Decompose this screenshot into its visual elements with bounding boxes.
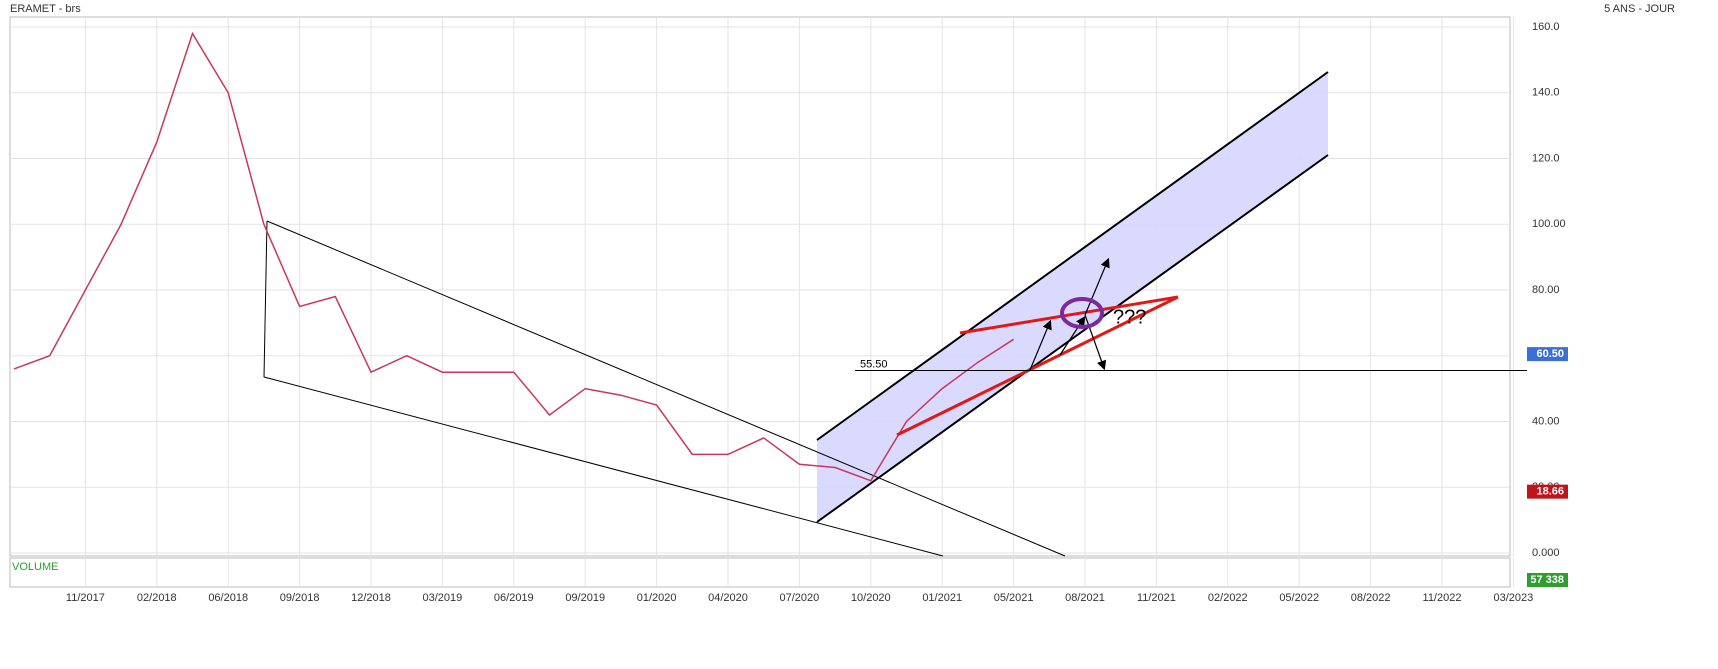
x-tick-label: 09/2018	[280, 592, 320, 604]
level-label: 55.50	[860, 358, 888, 370]
volume-badge-bg	[1527, 573, 1568, 587]
low-price-bg	[1527, 484, 1568, 499]
chart-title: ERAMET - brs	[10, 3, 81, 15]
trendline	[263, 376, 944, 557]
y-tick-label: 160.0	[1532, 21, 1560, 33]
last-price: 60.50	[1536, 348, 1564, 360]
y-tick-label: 140.0	[1532, 87, 1560, 99]
x-tick-label: 03/2023	[1494, 592, 1534, 604]
x-tick-label: 05/2021	[994, 592, 1034, 604]
grid	[10, 17, 1514, 587]
chart-subtitle: 5 ANS - JOUR	[1604, 3, 1675, 15]
trendline	[266, 220, 1066, 557]
x-tick-label: 06/2018	[208, 592, 248, 604]
volume-frame	[9, 557, 1511, 588]
x-tick-label: 08/2022	[1351, 592, 1391, 604]
series	[13, 31, 1015, 482]
channel-upper	[816, 71, 1329, 441]
x-tick-label: 01/2020	[637, 592, 677, 604]
x-tick-label: 03/2019	[423, 592, 463, 604]
channel-fill	[817, 72, 1328, 522]
plot-frame	[9, 16, 1511, 557]
x-tick-label: 10/2020	[851, 592, 891, 604]
triangle-upper	[959, 295, 1179, 335]
annotation: ???	[1113, 306, 1146, 328]
x-tick-label: 01/2021	[922, 592, 962, 604]
x-tick-label: 07/2020	[780, 592, 820, 604]
arrows	[1029, 257, 1110, 371]
y-tick-label: 0.000	[1532, 547, 1560, 559]
x-tick-label: 08/2021	[1065, 592, 1105, 604]
x-tick-label: 09/2019	[565, 592, 605, 604]
y-tick-label: 40.00	[1532, 415, 1560, 427]
x-tick-label: 11/2022	[1423, 592, 1462, 604]
x-tick-label: 02/2022	[1208, 592, 1248, 604]
x-tick-label: 11/2021	[1137, 592, 1176, 604]
x-tick-label: 12/2018	[351, 592, 391, 604]
triangle-lower	[896, 295, 1179, 437]
x-tick-label: 11/2017	[66, 592, 105, 604]
x-tick-label: 04/2020	[708, 592, 748, 604]
highlight-ellipse	[1060, 297, 1104, 329]
trendline	[263, 220, 268, 378]
y-tick-label: 80.00	[1532, 284, 1560, 296]
price-line	[13, 31, 1015, 482]
volume-badge: 57 338	[1530, 574, 1564, 586]
x-tick-label: 02/2018	[137, 592, 177, 604]
last-price-bg	[1527, 347, 1568, 362]
volume-label: VOLUME	[12, 561, 58, 573]
x-tick-label: 06/2019	[494, 592, 534, 604]
y-tick-label: 120.0	[1532, 152, 1560, 164]
x-tick-label: 05/2022	[1279, 592, 1319, 604]
y-tick-label: 100.00	[1532, 218, 1566, 230]
channel-lower	[816, 154, 1329, 523]
low-price: 18.66	[1536, 486, 1564, 498]
